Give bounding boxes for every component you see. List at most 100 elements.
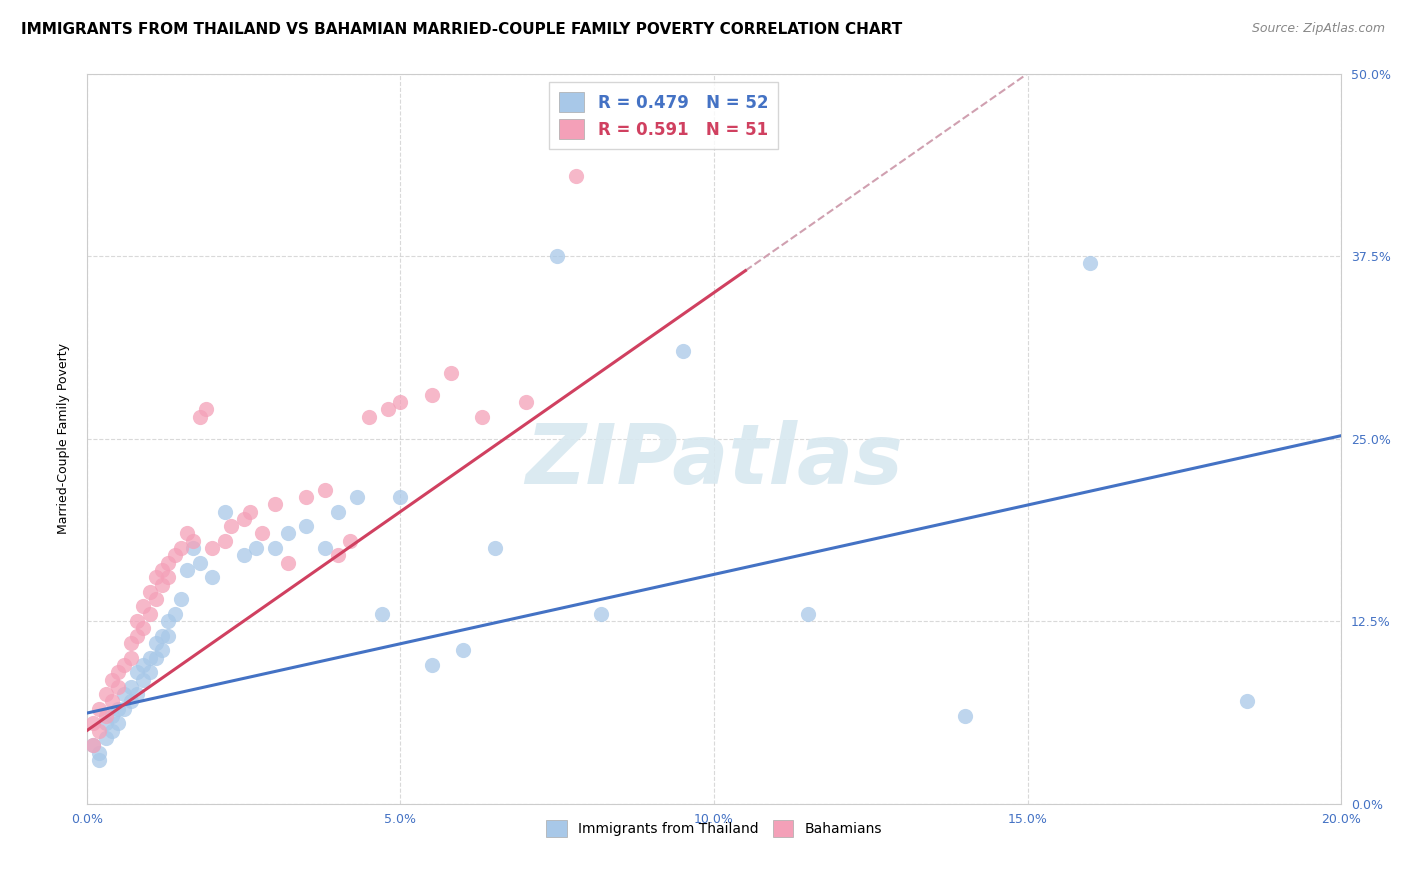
Point xyxy=(214,505,236,519)
Point xyxy=(232,512,254,526)
Point xyxy=(214,533,236,548)
Point xyxy=(125,687,148,701)
Point xyxy=(107,680,129,694)
Point xyxy=(120,694,142,708)
Point xyxy=(138,665,160,680)
Point xyxy=(125,614,148,628)
Point xyxy=(239,505,262,519)
Point xyxy=(107,716,129,731)
Point xyxy=(359,409,381,424)
Point xyxy=(150,643,173,657)
Point xyxy=(114,687,136,701)
Point xyxy=(565,169,588,183)
Point xyxy=(82,738,104,752)
Point xyxy=(125,665,148,680)
Point xyxy=(120,650,142,665)
Point xyxy=(1236,694,1258,708)
Point xyxy=(377,402,399,417)
Point xyxy=(176,563,198,577)
Point xyxy=(132,621,155,635)
Point xyxy=(132,673,155,687)
Point xyxy=(107,665,129,680)
Point xyxy=(138,650,160,665)
Point xyxy=(94,716,117,731)
Point xyxy=(114,657,136,672)
Point xyxy=(125,629,148,643)
Point xyxy=(451,643,474,657)
Point xyxy=(295,519,318,533)
Point xyxy=(145,650,167,665)
Point xyxy=(420,388,443,402)
Point xyxy=(157,556,180,570)
Point xyxy=(170,541,193,555)
Point xyxy=(953,709,976,723)
Point xyxy=(170,592,193,607)
Point xyxy=(138,585,160,599)
Point xyxy=(94,709,117,723)
Point xyxy=(188,409,211,424)
Point xyxy=(157,629,180,643)
Point xyxy=(89,723,111,738)
Point xyxy=(195,402,218,417)
Point xyxy=(82,738,104,752)
Point xyxy=(163,607,186,621)
Point xyxy=(245,541,267,555)
Point xyxy=(150,577,173,591)
Point xyxy=(471,409,494,424)
Point xyxy=(201,570,224,584)
Point xyxy=(101,723,124,738)
Point xyxy=(89,702,111,716)
Legend: Immigrants from Thailand, Bahamians: Immigrants from Thailand, Bahamians xyxy=(538,814,889,844)
Point xyxy=(389,490,412,504)
Point xyxy=(420,657,443,672)
Point xyxy=(277,556,299,570)
Point xyxy=(797,607,820,621)
Point xyxy=(672,343,695,358)
Point xyxy=(219,519,242,533)
Point xyxy=(183,533,205,548)
Point xyxy=(1080,256,1102,270)
Point xyxy=(150,563,173,577)
Point xyxy=(132,657,155,672)
Text: IMMIGRANTS FROM THAILAND VS BAHAMIAN MARRIED-COUPLE FAMILY POVERTY CORRELATION C: IMMIGRANTS FROM THAILAND VS BAHAMIAN MAR… xyxy=(21,22,903,37)
Point xyxy=(163,549,186,563)
Point xyxy=(120,680,142,694)
Point xyxy=(101,694,124,708)
Point xyxy=(101,673,124,687)
Point xyxy=(145,570,167,584)
Point xyxy=(232,549,254,563)
Point xyxy=(440,366,463,380)
Point xyxy=(314,483,336,497)
Point xyxy=(176,526,198,541)
Point xyxy=(138,607,160,621)
Point xyxy=(515,395,537,409)
Point xyxy=(114,702,136,716)
Point xyxy=(120,636,142,650)
Point xyxy=(314,541,336,555)
Point xyxy=(145,636,167,650)
Point xyxy=(295,490,318,504)
Point xyxy=(89,753,111,767)
Text: ZIPatlas: ZIPatlas xyxy=(524,420,903,501)
Point xyxy=(339,533,361,548)
Point xyxy=(107,702,129,716)
Point xyxy=(150,629,173,643)
Point xyxy=(82,716,104,731)
Point xyxy=(145,592,167,607)
Point xyxy=(264,541,287,555)
Point xyxy=(389,395,412,409)
Point xyxy=(252,526,274,541)
Point xyxy=(89,746,111,760)
Point xyxy=(132,599,155,614)
Point xyxy=(277,526,299,541)
Point xyxy=(183,541,205,555)
Y-axis label: Married-Couple Family Poverty: Married-Couple Family Poverty xyxy=(58,343,70,534)
Point xyxy=(484,541,506,555)
Point xyxy=(101,709,124,723)
Point xyxy=(346,490,368,504)
Point xyxy=(157,614,180,628)
Point xyxy=(94,731,117,745)
Point xyxy=(201,541,224,555)
Point xyxy=(326,549,349,563)
Point xyxy=(546,249,568,263)
